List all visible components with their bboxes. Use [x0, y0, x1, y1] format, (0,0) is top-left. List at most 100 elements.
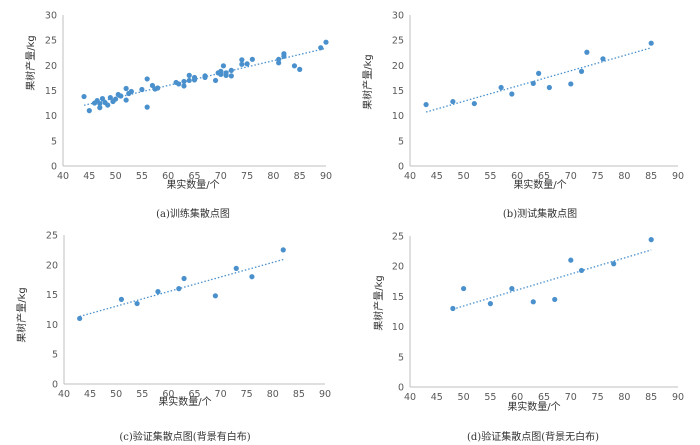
panel-b-x-tick-label: 75: [592, 171, 604, 182]
panel-c-x-tick-label: 60: [162, 389, 174, 400]
panel-a-data-point: [318, 45, 324, 51]
panel-a-y-tick-label: 30: [45, 11, 57, 22]
panel-d-y-tick-label: 10: [392, 322, 404, 333]
panel-d-x-tick-label: 60: [511, 392, 523, 403]
panel-c-data-point: [77, 315, 83, 322]
panel-b-ylabel: 果树产量/kg: [361, 54, 374, 110]
panel-b-data-point: [568, 81, 574, 87]
panel-a-y-tick-label: 20: [45, 61, 57, 72]
panel-a-ylabel: 果树产量/kg: [24, 35, 37, 91]
panel-a-data-point: [323, 39, 329, 45]
panel-b-data-point: [509, 91, 515, 97]
panel-c-caption: (c)验证集散点图(背景有白布): [119, 430, 250, 443]
panel-a-data-point: [181, 78, 187, 85]
panel-d-data-point: [530, 299, 536, 305]
panel-b-x-tick-label: 65: [538, 171, 550, 182]
panel-d-y-tick-label: 20: [392, 262, 404, 273]
panel-c-y-tick-label: 20: [46, 260, 58, 271]
panel-c-xlabel: 果实数量/个: [158, 395, 211, 408]
panel-b-data-point: [423, 101, 429, 108]
panel-a-data-point: [244, 61, 250, 67]
panel-b-x-tick-label: 50: [458, 171, 470, 182]
panel-a-data-point: [176, 81, 182, 87]
panel-a-data-point: [212, 77, 219, 84]
panel-b-x-tick-label: 70: [565, 171, 577, 182]
panel-b-x-tick-label: 45: [431, 171, 443, 182]
panel-d-y-tick-label: 25: [392, 232, 404, 243]
panel-a-data-point: [99, 95, 106, 102]
panel-c-x-tick-label: 75: [241, 389, 253, 400]
panel-c-data-point: [155, 289, 161, 295]
panel-d-y-tick-label: 0: [398, 383, 404, 394]
panel-c-x-tick-label: 85: [293, 389, 305, 400]
panel-b-data-point: [471, 100, 477, 107]
panel-b-x-tick-label: 60: [511, 171, 523, 182]
panel-d-data-point: [487, 301, 493, 307]
panel-c-y-tick-label: 5: [52, 350, 58, 361]
panel-c-x-tick-label: 65: [188, 389, 200, 400]
panel-b-y-tick-label: 15: [392, 86, 404, 97]
panel-a-data-point: [107, 94, 113, 101]
panel-b-x-tick-label: 80: [618, 171, 630, 182]
panel-d-data-point: [648, 237, 654, 243]
panel-a-data-point: [97, 100, 103, 107]
panel-c-data-point: [118, 296, 125, 302]
panel-a-y-tick-label: 10: [45, 111, 57, 122]
panel-a-data-point: [228, 67, 234, 73]
panel-d-data-point: [568, 257, 574, 263]
panel-a-data-point: [281, 51, 287, 57]
panel-a-data-point: [97, 105, 103, 111]
panel-b-data-point: [530, 80, 536, 87]
panel-d-ylabel: 果树产量/kg: [372, 275, 385, 331]
panel-c-x-tick-label: 70: [215, 389, 227, 400]
panel-d-trendline: [452, 249, 652, 310]
panel-b-y-tick-label: 10: [392, 111, 404, 122]
panel-d-x-tick-label: 70: [565, 392, 577, 403]
panel-c-trendline: [79, 258, 284, 318]
panel-a: 果树产量/kg 果实数量/个 (a)训练集散点图 40 45 50 55 60 65 70 7…: [24, 11, 332, 221]
panel-c-y-tick-label: 25: [46, 231, 58, 242]
panel-c-data-point: [134, 300, 140, 307]
panel-a-data-point: [86, 108, 92, 114]
panel-c-data-point: [181, 275, 187, 282]
panel-d-data-point: [611, 261, 617, 267]
panel-a-data-point: [123, 85, 129, 92]
panel-d-x-tick-label: 65: [538, 392, 550, 403]
panel-a-data-point: [128, 88, 134, 95]
panel-a-data-point: [123, 97, 129, 103]
panel-a-y-tick-label: 0: [51, 162, 57, 173]
panel-a-data-point: [228, 73, 234, 79]
panel-a-data-point: [186, 77, 192, 84]
panel-b-y-tick-label: 30: [392, 11, 404, 22]
panel-a-data-point: [155, 85, 161, 91]
panel-a-data-point: [186, 72, 192, 78]
panel-a-data-point: [144, 104, 150, 110]
panel-a-x-tick-label: 40: [57, 171, 69, 182]
panel-d-data-point: [552, 296, 558, 303]
panel-a-data-point: [239, 61, 245, 67]
panel-a-x-tick-label: 90: [320, 171, 332, 182]
panel-d-data-point: [578, 267, 585, 274]
panel-a-x-tick-label: 50: [110, 171, 122, 182]
panel-b-y-tick-label: 20: [392, 61, 404, 72]
panel-a-data-point: [239, 57, 245, 63]
panel-a-data-point: [223, 70, 229, 76]
panel-a-x-tick-label: 70: [215, 171, 227, 182]
panel-a-x-tick-label: 55: [136, 171, 148, 182]
panel-d-x-tick-label: 85: [645, 392, 657, 403]
panel-a-data-point: [276, 56, 282, 62]
panel-c-x-tick-label: 40: [58, 389, 70, 400]
panel-b-data-point: [498, 84, 504, 91]
panel-a-x-tick-label: 60: [162, 171, 174, 182]
panel-a-caption: (a)训练集散点图: [156, 207, 230, 220]
panel-a-data-point: [181, 83, 187, 89]
panel-d-xlabel: 果实数量/个: [507, 400, 560, 413]
panel-a-data-point: [113, 96, 119, 102]
panel-c-y-tick-label: 10: [46, 320, 58, 331]
panel-b-data-point: [600, 56, 606, 62]
panel-c: 果树产量/kg 果实数量/个 (c)验证集散点图(背景有白布) 40 45 50 55…: [15, 231, 331, 444]
panel-a-data-point: [81, 93, 87, 100]
panel-c-data-point: [233, 265, 239, 271]
panel-d-data-point: [461, 285, 467, 292]
panel-b-y-tick-label: 5: [398, 136, 404, 147]
